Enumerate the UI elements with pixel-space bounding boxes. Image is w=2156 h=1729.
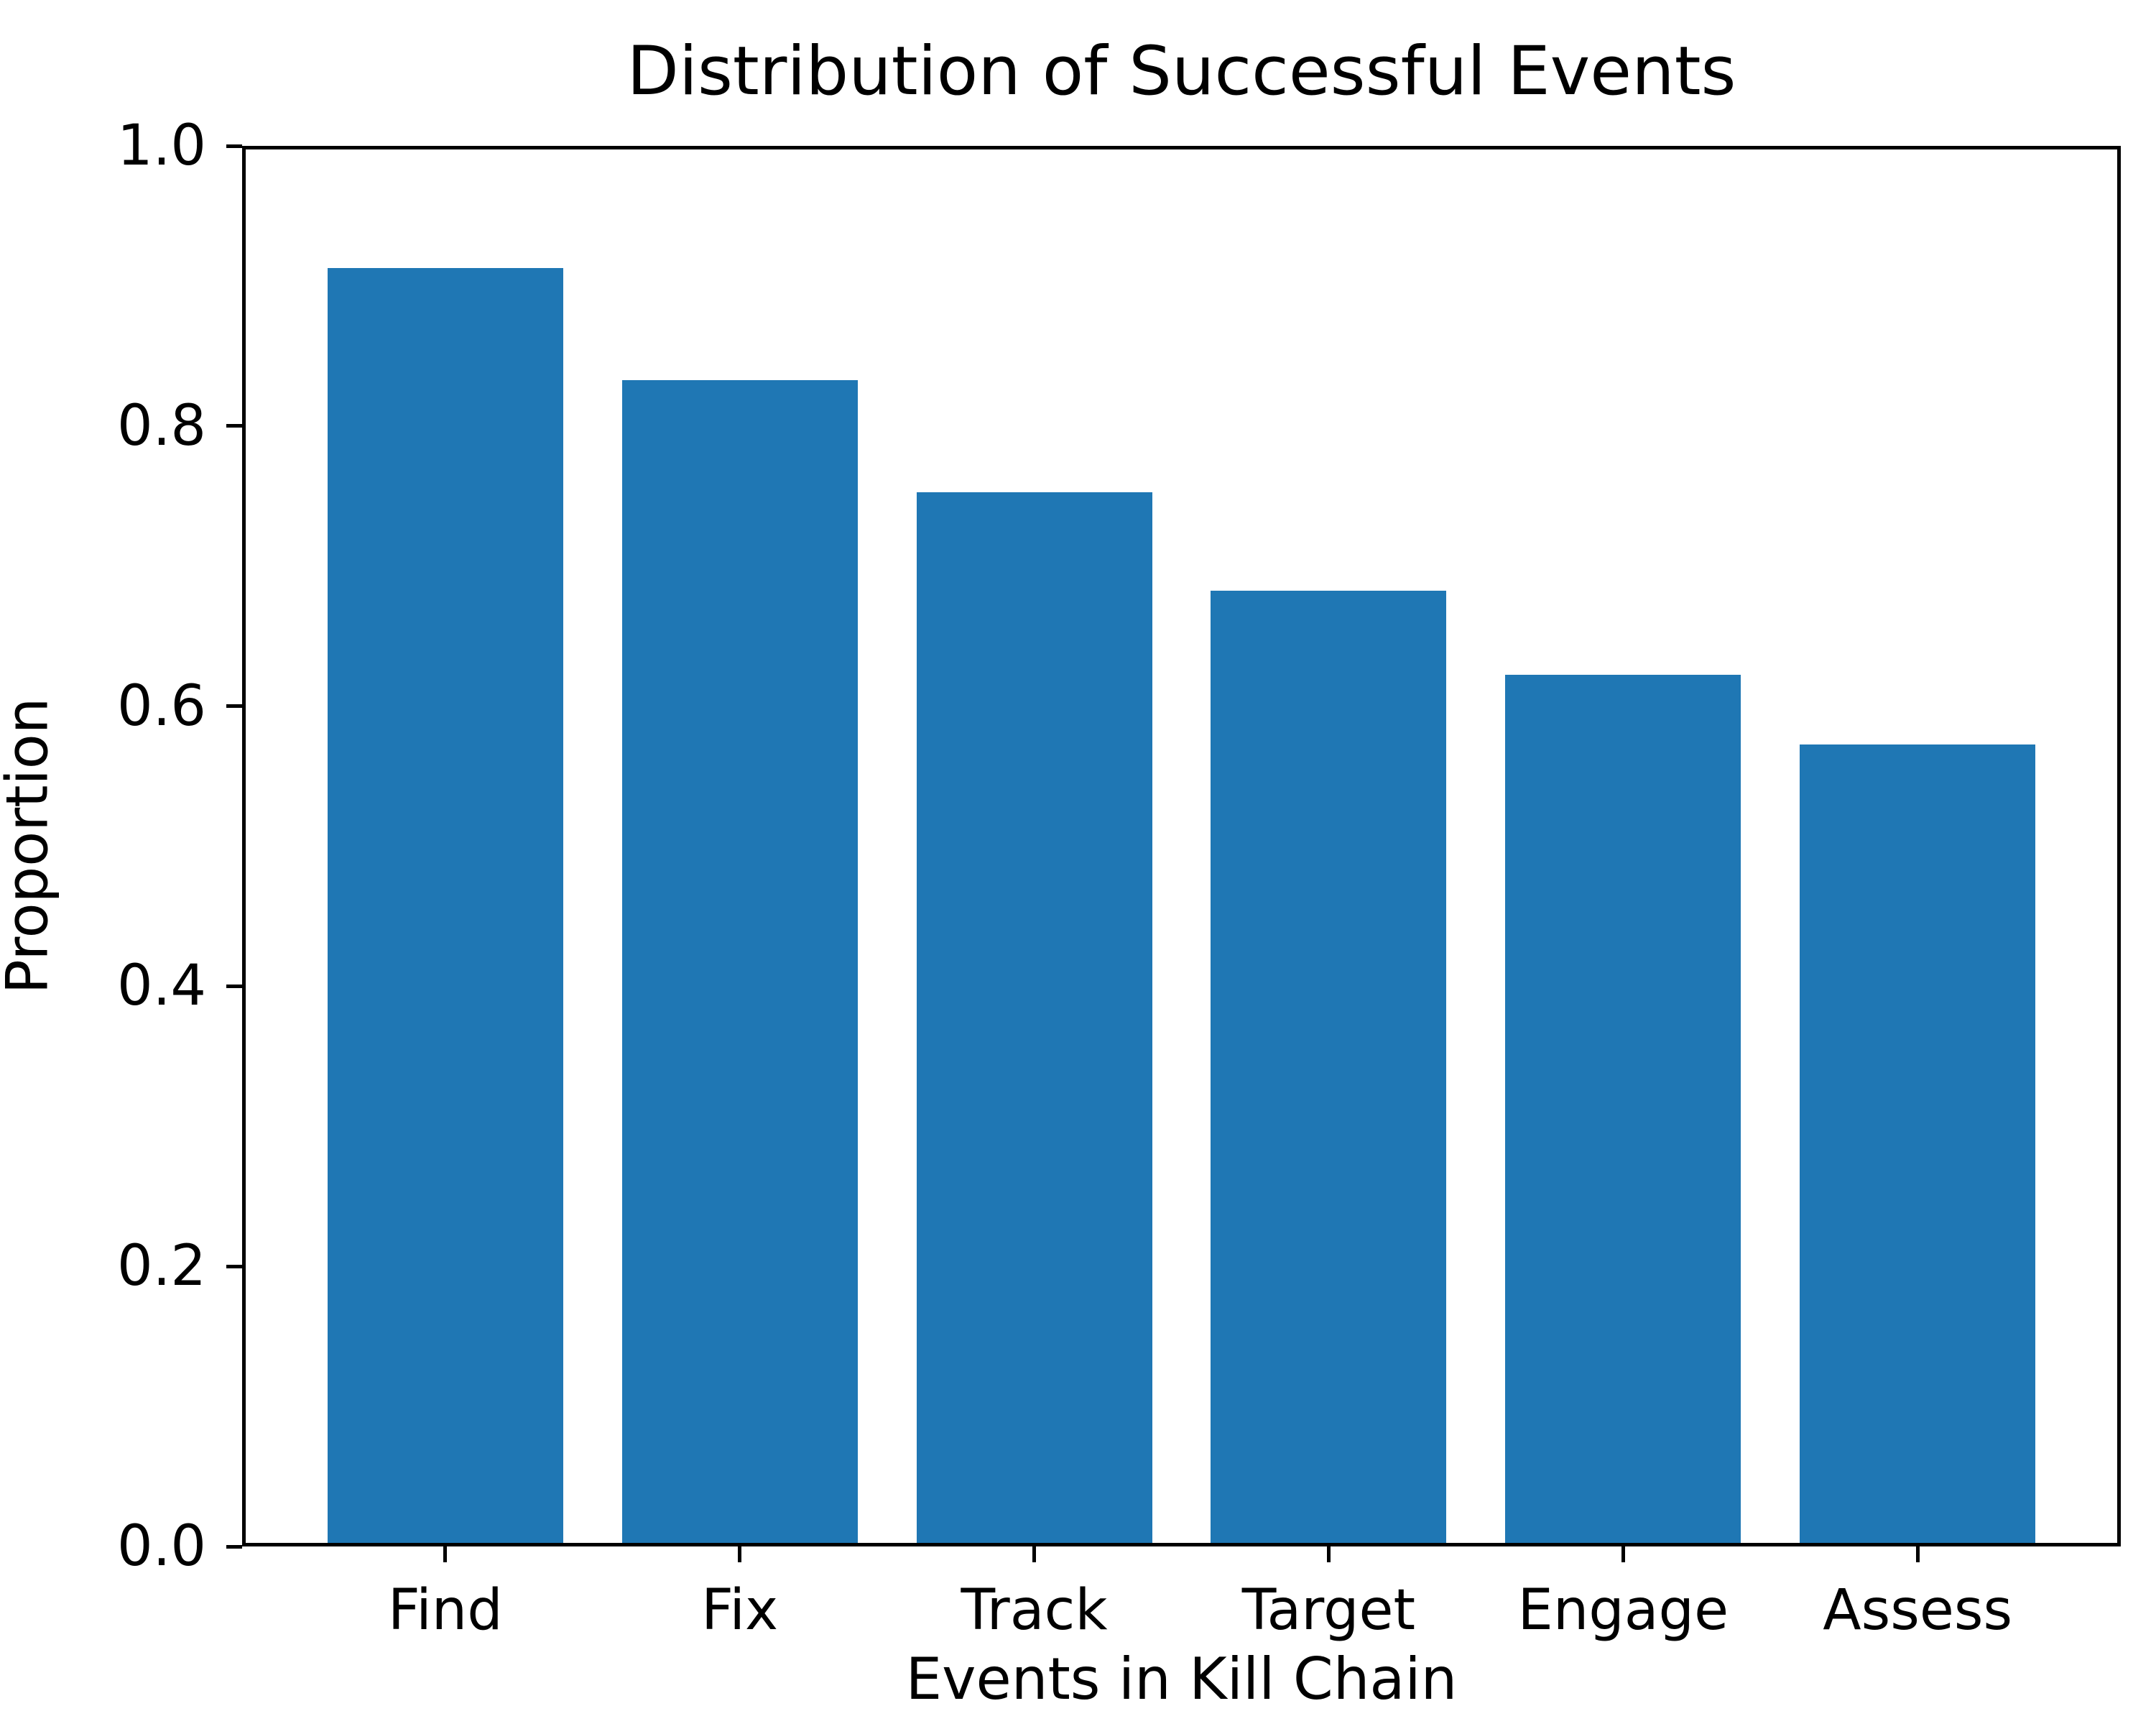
bar-target — [1211, 590, 1447, 1543]
x-tick-label-assess: Assess — [1823, 1578, 2013, 1643]
x-tick-mark — [1621, 1546, 1625, 1562]
x-tick-label-find: Find — [387, 1578, 503, 1643]
x-tick-mark — [738, 1546, 742, 1562]
bar-fix — [621, 380, 858, 1543]
plot-area: 0.0 0.2 0.4 0.6 0.8 1.0 Find Fix Track Target Eng… — [117, 118, 2121, 1638]
x-tick-label-fix: Fix — [701, 1578, 779, 1643]
y-tick-label: 0.0 — [116, 1514, 206, 1579]
x-tick-mark — [1326, 1546, 1331, 1562]
x-tick-label-target: Target — [1241, 1578, 1416, 1643]
y-tick-label: 0.8 — [116, 393, 206, 458]
y-tick-mark — [226, 1264, 242, 1268]
y-tick-label: 1.0 — [116, 114, 206, 178]
y-tick-label: 0.4 — [116, 954, 206, 1019]
y-tick-mark — [226, 704, 242, 709]
bar-engage — [1505, 674, 1741, 1543]
x-tick-label-track: Track — [961, 1578, 1108, 1643]
bar-assess — [1800, 744, 2036, 1543]
y-tick-label: 0.6 — [116, 673, 206, 739]
y-tick-mark — [226, 984, 242, 988]
chart-title: Distribution of Successful Events — [626, 32, 1736, 111]
bar-track — [916, 492, 1152, 1543]
x-tick-label-engage: Engage — [1517, 1578, 1729, 1643]
y-tick-mark — [226, 424, 242, 428]
x-axis-label: Events in Kill Chain — [905, 1646, 1458, 1712]
y-tick-mark — [226, 1544, 242, 1549]
y-axis-label: Proportion — [0, 697, 61, 995]
bar-find — [327, 268, 563, 1543]
y-tick-label: 0.2 — [116, 1234, 206, 1299]
x-tick-mark — [1032, 1546, 1037, 1562]
x-tick-mark — [443, 1546, 448, 1562]
x-tick-mark — [1915, 1546, 1920, 1562]
y-tick-mark — [226, 144, 242, 148]
